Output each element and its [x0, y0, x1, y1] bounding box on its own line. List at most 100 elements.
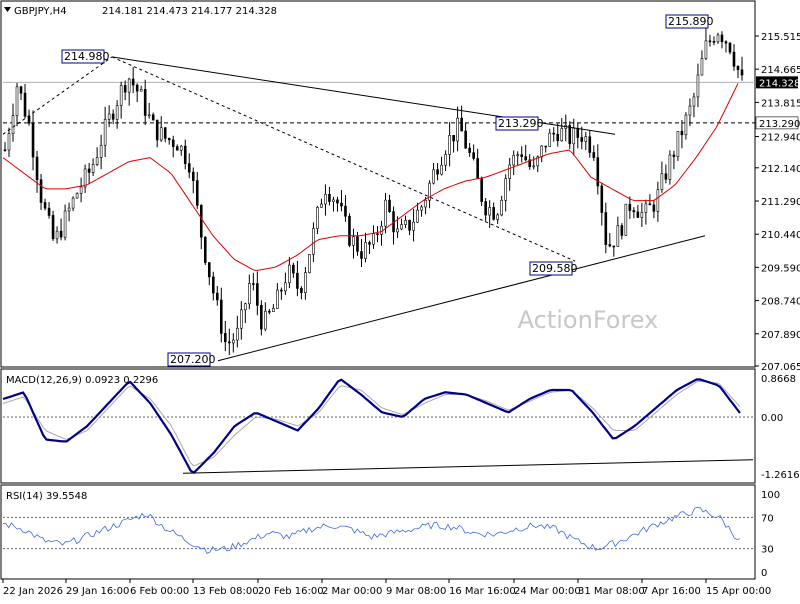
macd-signal-line [2, 380, 741, 467]
candle-body [348, 215, 351, 246]
candle-body [384, 199, 387, 227]
price-annotation-box [495, 116, 539, 131]
candle-body [452, 135, 455, 142]
candle-body [608, 244, 612, 247]
candle-body [163, 127, 167, 139]
candle-body [123, 85, 127, 93]
candle-body [288, 264, 291, 284]
candle-body [704, 40, 708, 59]
candle-body [332, 199, 335, 202]
candle-body [171, 139, 175, 147]
price-tick-label: 207.890 [761, 330, 800, 341]
candle-body [95, 157, 99, 165]
candle-body [620, 225, 624, 236]
candle-body [668, 154, 672, 180]
lower-trendline [217, 235, 706, 362]
candle-body [420, 206, 423, 211]
candle-body [632, 210, 636, 213]
price-annotation-box [529, 261, 573, 276]
candle-body [83, 168, 87, 188]
price-annotation-label: 209.580 [532, 262, 578, 275]
candle-body [504, 178, 507, 201]
price-tick-label: 210.440 [761, 230, 800, 241]
candle-body [63, 210, 67, 238]
candle-body [316, 206, 319, 229]
candle-body [376, 233, 379, 235]
candle-body [716, 34, 720, 43]
dashed-projection-line [111, 56, 576, 262]
candle-body [207, 262, 211, 278]
candle-body [540, 145, 544, 158]
candle-body [119, 85, 123, 106]
candle-body [219, 299, 223, 334]
candle-body [604, 212, 608, 245]
macd-tick-label: 0.00 [761, 413, 783, 424]
candle-body [187, 163, 191, 173]
price-annotation-label: 207.200 [170, 353, 216, 366]
candle-body [215, 292, 219, 301]
candle-body [111, 113, 115, 120]
candle-body [432, 169, 435, 184]
candle-body [464, 130, 467, 149]
candle-body [356, 236, 359, 252]
candle-body [147, 114, 151, 117]
candle-body [536, 156, 540, 167]
candle-body [720, 34, 724, 42]
x-axis-label: 9 Mar 08:00 [386, 586, 446, 597]
candle-body [55, 230, 59, 240]
candle-body [544, 145, 548, 148]
candle-body [51, 215, 55, 240]
candle-body [628, 203, 632, 211]
candle-body [428, 182, 431, 201]
candle-body [436, 169, 439, 175]
candle-body [280, 289, 283, 292]
candle-body [680, 131, 684, 136]
candle-body [580, 137, 584, 142]
candle-body [520, 154, 524, 157]
candle-body [131, 78, 135, 86]
macd-panel-frame [0, 368, 756, 484]
price-candles [3, 27, 744, 356]
candle-body [308, 254, 311, 273]
candle-body [388, 199, 391, 212]
price-tick-label: 214.665 [761, 65, 800, 76]
candle-body [11, 115, 15, 134]
x-axis-label: 13 Feb 08:00 [193, 586, 259, 597]
candle-body [35, 156, 39, 181]
candle-body [500, 199, 503, 216]
candle-body [372, 233, 375, 245]
ma-line [2, 83, 739, 272]
candle-body [472, 152, 475, 159]
candle-body [3, 149, 7, 152]
dropdown-triangle-icon[interactable] [4, 7, 11, 12]
candle-body [532, 165, 536, 168]
candle-body [672, 154, 676, 157]
candle-body [616, 225, 620, 247]
candle-body [39, 179, 43, 203]
candle-body [232, 339, 235, 344]
candle-body [524, 156, 528, 161]
ohlc-values: 214.181 214.473 214.177 214.328 [102, 6, 277, 17]
price-tag-label: 214.328 [759, 78, 800, 89]
candle-body [75, 193, 79, 199]
candle-body [135, 84, 139, 92]
rsi-tick-label: 0 [761, 568, 767, 579]
candle-body [159, 127, 163, 141]
candle-body [636, 211, 640, 218]
candle-body [199, 204, 203, 238]
candle-body [47, 207, 51, 216]
candle-body [328, 194, 331, 202]
candle-body [736, 66, 740, 71]
candle-body [260, 305, 263, 330]
price-annotation-box [167, 352, 211, 367]
candle-body [440, 164, 443, 175]
x-axis-label: 15 Apr 00:00 [706, 586, 771, 597]
candle-body [320, 203, 323, 208]
candle-body [528, 159, 532, 168]
price-tick-label: 212.140 [761, 164, 800, 175]
rsi-tick-label: 70 [761, 513, 774, 524]
candle-body [700, 58, 704, 76]
x-axis-label: 31 Mar 08:00 [578, 586, 645, 597]
candle-body [572, 127, 576, 145]
